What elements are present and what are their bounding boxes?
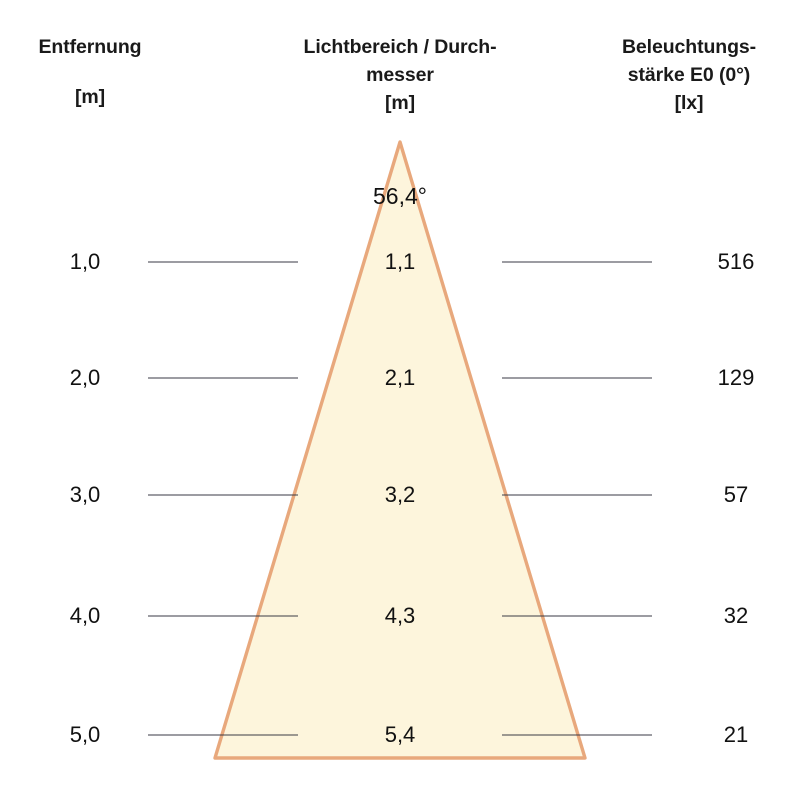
cell-illuminance: 129 [717,365,755,390]
tick-line-right [502,494,652,496]
cell-distance: 4,0 [69,603,101,628]
cell-diameter: 2,1 [384,365,416,390]
cell-distance: 3,0 [69,482,101,507]
cell-diameter: 5,4 [384,722,416,747]
column-header-distance-unit: [m] [74,86,106,108]
tick-line-right [502,734,652,736]
tick-line-left [148,615,298,617]
cell-diameter: 1,1 [384,249,416,274]
tick-line-right [502,615,652,617]
column-header-distance: Entfernung [m] [0,33,180,111]
cell-illuminance: 57 [723,482,749,507]
cell-diameter: 4,3 [384,603,416,628]
cell-distance: 1,0 [69,249,101,274]
column-header-illuminance-unit: [lx] [674,92,704,114]
column-header-illuminance-title-line2: stärke E0 (0°) [627,64,751,86]
light-cone-polygon [213,140,587,760]
column-header-illuminance: Beleuchtungs- stärke E0 (0°) [lx] [578,33,800,117]
tick-line-left [148,377,298,379]
column-header-distance-title: Entfernung [38,36,142,58]
cell-illuminance: 21 [723,722,749,747]
cell-distance: 5,0 [69,722,101,747]
beam-angle-label: 56,4° [373,183,427,209]
column-header-diameter-title-line1: Lichtbereich / Durch- [303,36,497,58]
tick-line-right [502,261,652,263]
tick-line-left [148,494,298,496]
tick-line-right [502,377,652,379]
cell-illuminance: 516 [717,249,755,274]
cell-diameter: 3,2 [384,482,416,507]
cell-illuminance: 32 [723,603,749,628]
cell-distance: 2,0 [69,365,101,390]
column-header-diameter-unit: [m] [384,92,416,114]
column-header-diameter: Lichtbereich / Durch- messer [m] [258,33,542,117]
column-header-diameter-title-line2: messer [366,64,434,86]
tick-line-left [148,734,298,736]
tick-line-left [148,261,298,263]
column-header-illuminance-title-line1: Beleuchtungs- [621,36,757,58]
